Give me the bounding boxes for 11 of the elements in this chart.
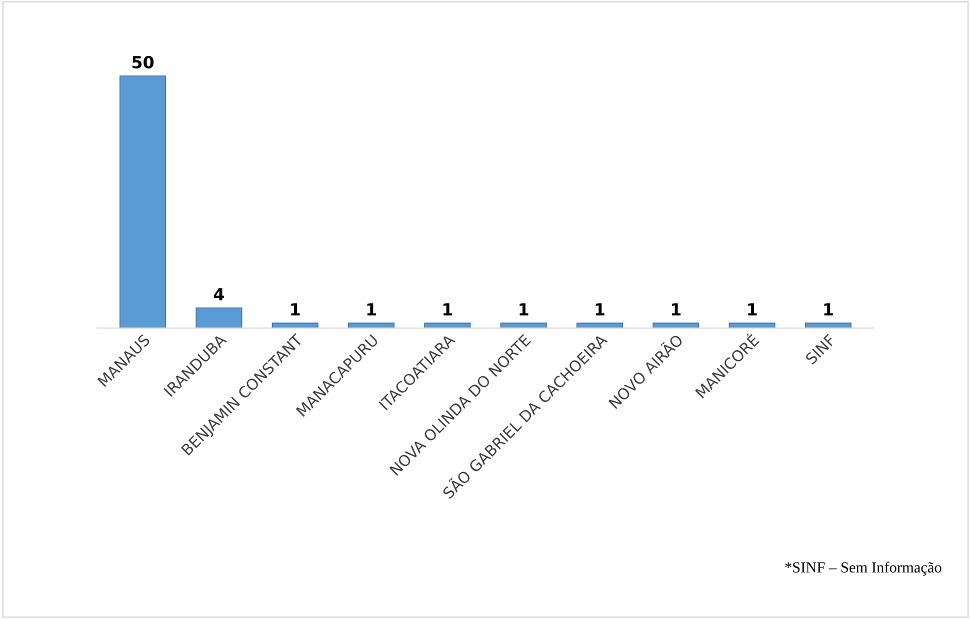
data-label: 4: [214, 288, 224, 300]
data-label: 1: [520, 303, 528, 316]
data-label: 1: [824, 303, 833, 316]
data-label: 1: [672, 303, 681, 316]
data-label: 1: [291, 303, 300, 316]
text: *SINF – Sem Informação: [785, 562, 942, 576]
data-label: 1: [596, 303, 604, 316]
data-label: 50: [132, 56, 154, 68]
data-label: 1: [367, 303, 376, 316]
data-label: 1: [444, 303, 452, 316]
data-label: 1: [748, 303, 757, 316]
